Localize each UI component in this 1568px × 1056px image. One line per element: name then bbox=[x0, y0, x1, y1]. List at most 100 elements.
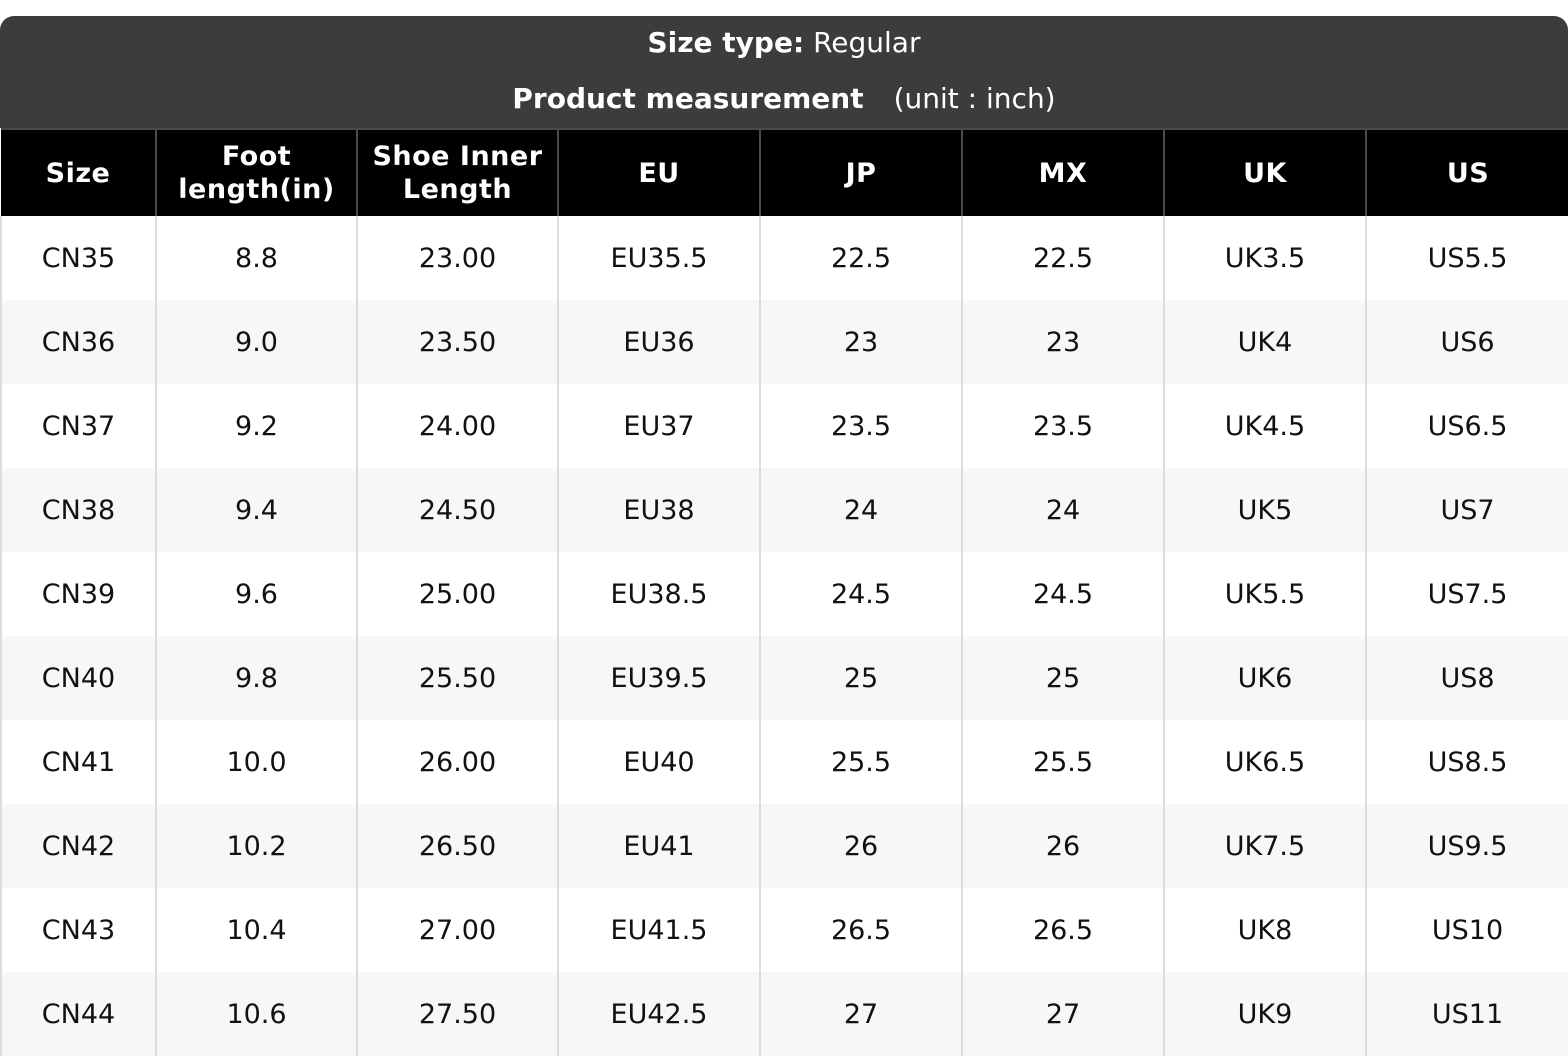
column-header: MX bbox=[961, 128, 1164, 216]
column-header-line: UK bbox=[1243, 157, 1287, 189]
column-header-line: MX bbox=[1038, 157, 1088, 189]
table-cell: 22.5 bbox=[961, 216, 1164, 300]
table-cell: 26.50 bbox=[356, 804, 558, 888]
table-cell: 26 bbox=[961, 804, 1164, 888]
table-row: CN44 10.6 27.50 EU42.5 27 27 UK9 US11 bbox=[0, 972, 1568, 1056]
table-cell: 23.50 bbox=[356, 300, 558, 384]
table-cell: 24.00 bbox=[356, 384, 558, 468]
table-cell: 9.4 bbox=[155, 468, 357, 552]
column-header: JP bbox=[759, 128, 962, 216]
table-cell: US8.5 bbox=[1365, 720, 1568, 804]
table-cell: 9.6 bbox=[155, 552, 357, 636]
column-header-line: Shoe Inner bbox=[372, 141, 543, 172]
measurement-label: Product measurement bbox=[512, 82, 864, 115]
table-cell: 27.00 bbox=[356, 888, 558, 972]
table-cell: EU36 bbox=[557, 300, 760, 384]
table-row: CN43 10.4 27.00 EU41.5 26.5 26.5 UK8 US10 bbox=[0, 888, 1568, 972]
column-header-line: JP bbox=[845, 157, 877, 189]
column-header: US bbox=[1365, 128, 1568, 216]
table-cell: 26.5 bbox=[961, 888, 1164, 972]
table-cell: EU41.5 bbox=[557, 888, 760, 972]
column-header: Shoe Inner Length bbox=[356, 128, 558, 216]
table-cell: CN39 bbox=[0, 552, 156, 636]
table-cell: 23.00 bbox=[356, 216, 558, 300]
measurement-line: Product measurement (unit : inch) bbox=[0, 82, 1568, 116]
table-cell: UK9 bbox=[1163, 972, 1366, 1056]
table-cell: 27 bbox=[759, 972, 962, 1056]
table-cell: 26 bbox=[759, 804, 962, 888]
table-cell: EU35.5 bbox=[557, 216, 760, 300]
table-cell: CN37 bbox=[0, 384, 156, 468]
table-row: CN35 8.8 23.00 EU35.5 22.5 22.5 UK3.5 US5.5 bbox=[0, 216, 1568, 300]
table-cell: EU42.5 bbox=[557, 972, 760, 1056]
table-cell: 9.2 bbox=[155, 384, 357, 468]
table-cell: EU38.5 bbox=[557, 552, 760, 636]
table-cell: CN43 bbox=[0, 888, 156, 972]
table-cell: EU41 bbox=[557, 804, 760, 888]
table-cell: 25 bbox=[759, 636, 962, 720]
table-cell: 24.50 bbox=[356, 468, 558, 552]
table-row: CN40 9.8 25.50 EU39.5 25 25 UK6 US8 bbox=[0, 636, 1568, 720]
table-cell: UK4 bbox=[1163, 300, 1366, 384]
column-header-line: length(in) bbox=[178, 174, 335, 205]
table-cell: US10 bbox=[1365, 888, 1568, 972]
column-header-line: Length bbox=[402, 174, 513, 205]
table-cell: 25 bbox=[961, 636, 1164, 720]
table-cell: CN42 bbox=[0, 804, 156, 888]
table-row: CN41 10.0 26.00 EU40 25.5 25.5 UK6.5 US8.5 bbox=[0, 720, 1568, 804]
table-cell: CN38 bbox=[0, 468, 156, 552]
table-cell: 24 bbox=[961, 468, 1164, 552]
size-chart-banner: Size type: Regular Product measurement (u… bbox=[0, 16, 1568, 128]
column-header-line: US bbox=[1446, 157, 1490, 189]
table-cell: 9.8 bbox=[155, 636, 357, 720]
table-cell: EU39.5 bbox=[557, 636, 760, 720]
table-cell: 27 bbox=[961, 972, 1164, 1056]
column-header: Foot length(in) bbox=[155, 128, 357, 216]
table-cell: US7.5 bbox=[1365, 552, 1568, 636]
column-header: Size bbox=[1, 128, 156, 216]
table-cell: CN44 bbox=[0, 972, 156, 1056]
table-cell: CN35 bbox=[0, 216, 156, 300]
table-row: CN42 10.2 26.50 EU41 26 26 UK7.5 US9.5 bbox=[0, 804, 1568, 888]
table-cell: 26.00 bbox=[356, 720, 558, 804]
table-body: CN35 8.8 23.00 EU35.5 22.5 22.5 UK3.5 US5.5 CN36… bbox=[0, 216, 1568, 1056]
table-cell: 25.50 bbox=[356, 636, 558, 720]
table-row: CN39 9.6 25.00 EU38.5 24.5 24.5 UK5.5 US7.5 bbox=[0, 552, 1568, 636]
table-cell: EU38 bbox=[557, 468, 760, 552]
table-cell: 26.5 bbox=[759, 888, 962, 972]
table-cell: 25.5 bbox=[961, 720, 1164, 804]
table-row: CN36 9.0 23.50 EU36 23 23 UK4 US6 bbox=[0, 300, 1568, 384]
table-cell: 23 bbox=[961, 300, 1164, 384]
table-cell: 24.5 bbox=[961, 552, 1164, 636]
table-cell: 27.50 bbox=[356, 972, 558, 1056]
size-type-label: Size type: bbox=[647, 26, 805, 59]
table-cell: US8 bbox=[1365, 636, 1568, 720]
table-cell: UK8 bbox=[1163, 888, 1366, 972]
column-header-line: Size bbox=[45, 157, 111, 189]
table-cell: 23.5 bbox=[759, 384, 962, 468]
table-cell: UK5 bbox=[1163, 468, 1366, 552]
table-cell: US5.5 bbox=[1365, 216, 1568, 300]
table-cell: 10.0 bbox=[155, 720, 357, 804]
column-header: EU bbox=[557, 128, 760, 216]
table-cell: CN40 bbox=[0, 636, 156, 720]
table-cell: 9.0 bbox=[155, 300, 357, 384]
table-cell: CN41 bbox=[0, 720, 156, 804]
table-cell: UK6.5 bbox=[1163, 720, 1366, 804]
table-cell: US9.5 bbox=[1365, 804, 1568, 888]
table-cell: EU37 bbox=[557, 384, 760, 468]
table-cell: 8.8 bbox=[155, 216, 357, 300]
table-cell: US6 bbox=[1365, 300, 1568, 384]
table-header-row: Size Foot length(in) Shoe Inner Length EU JP MX… bbox=[1, 128, 1568, 216]
column-header-line: Foot bbox=[221, 141, 292, 172]
table-cell: UK3.5 bbox=[1163, 216, 1366, 300]
table-cell: UK6 bbox=[1163, 636, 1366, 720]
table-cell: 24.5 bbox=[759, 552, 962, 636]
table-cell: 10.6 bbox=[155, 972, 357, 1056]
table-cell: 10.2 bbox=[155, 804, 357, 888]
table-cell: US6.5 bbox=[1365, 384, 1568, 468]
table-cell: 24 bbox=[759, 468, 962, 552]
table-cell: 23.5 bbox=[961, 384, 1164, 468]
table-cell: 10.4 bbox=[155, 888, 357, 972]
table-cell: EU40 bbox=[557, 720, 760, 804]
